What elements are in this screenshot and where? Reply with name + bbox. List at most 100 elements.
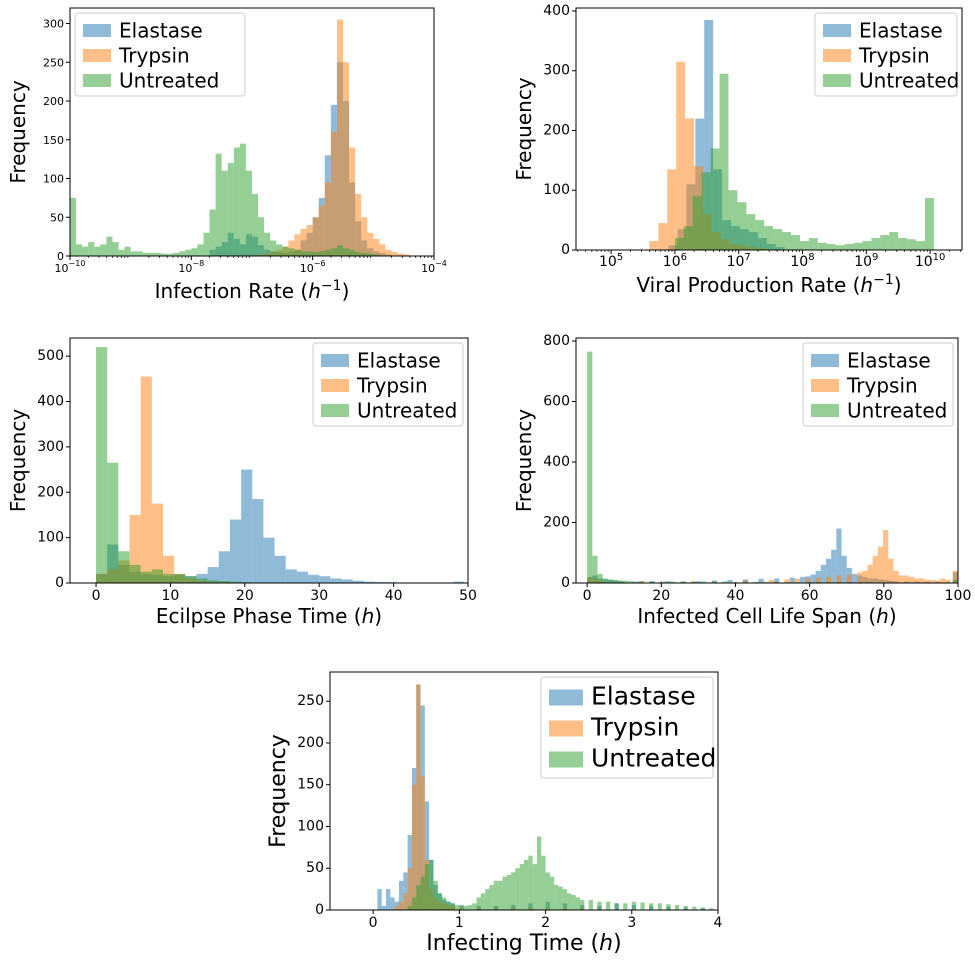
legend-label-untreated: Untreated xyxy=(119,69,219,93)
x-tick-label: 10−8 xyxy=(178,259,204,275)
bar-untreated xyxy=(808,238,818,250)
legend-swatch-untreated xyxy=(83,74,111,87)
bar-untreated xyxy=(587,351,593,583)
bar-untreated xyxy=(151,569,163,583)
bar-untreated xyxy=(506,874,512,910)
bar-trypsin xyxy=(877,546,884,583)
y-tick-label: 250 xyxy=(43,56,64,69)
bar-elastase xyxy=(704,19,714,250)
bar-trypsin xyxy=(416,684,421,910)
bar-untreated xyxy=(597,901,602,910)
bar-untreated xyxy=(524,859,529,910)
bar-trypsin xyxy=(883,530,889,583)
bar-untreated xyxy=(424,864,430,910)
x-tick-label: 20 xyxy=(652,588,670,604)
x-tick-label: 10−6 xyxy=(300,259,326,275)
bar-untreated xyxy=(692,196,702,250)
bar-elastase xyxy=(810,574,816,583)
x-axis-label: Infecting Time (h) xyxy=(426,931,621,956)
bar-untreated xyxy=(70,197,77,256)
legend-label-trypsin: Trypsin xyxy=(590,713,679,742)
bar-trypsin xyxy=(398,901,404,910)
bar-untreated xyxy=(817,242,827,250)
bar-untreated xyxy=(318,251,325,256)
bar-trypsin xyxy=(367,232,374,256)
legend-label-untreated: Untreated xyxy=(591,744,716,773)
series-untreated xyxy=(96,347,264,583)
bar-untreated xyxy=(336,245,343,256)
x-tick-label: 105 xyxy=(599,252,623,270)
x-tick-label: 4 xyxy=(714,915,723,931)
series-untreated xyxy=(674,73,934,250)
bar-untreated xyxy=(680,581,686,583)
bar-untreated xyxy=(649,581,655,583)
legend-label-untreated: Untreated xyxy=(859,69,959,93)
bar-trypsin xyxy=(355,194,362,256)
bar-elastase xyxy=(820,564,826,583)
bar-untreated xyxy=(670,581,676,583)
bar-untreated xyxy=(373,254,380,256)
bar-untreated xyxy=(96,347,108,583)
bar-elastase xyxy=(296,571,309,583)
bar-untreated xyxy=(270,240,277,256)
x-tick-label: 109 xyxy=(854,252,878,270)
bar-untreated xyxy=(674,904,680,910)
bar-trypsin xyxy=(836,575,842,583)
bar-untreated xyxy=(628,581,634,583)
bar-untreated xyxy=(502,876,507,910)
x-tick-label: 1010 xyxy=(915,252,946,270)
bar-trypsin xyxy=(649,241,659,250)
bar-untreated xyxy=(613,579,619,583)
bar-untreated xyxy=(773,229,783,250)
chart-infection-rate: 10−10 10−8 10−6 10−4050100150200250300Infec… xyxy=(6,7,447,303)
bar-trypsin xyxy=(805,578,811,583)
bar-elastase xyxy=(274,555,286,583)
x-tick-label: 10 xyxy=(162,588,180,604)
x-axis-label: Infected Cell Life Span (h) xyxy=(637,604,896,628)
x-axis-label: Infection Rate (h−1) xyxy=(155,278,350,303)
bar-trypsin xyxy=(867,564,873,583)
bar-untreated xyxy=(343,248,350,256)
bar-untreated xyxy=(742,581,749,583)
bar-untreated xyxy=(575,897,581,910)
bar-untreated xyxy=(437,893,443,910)
bar-trypsin xyxy=(903,575,910,583)
bar-elastase xyxy=(727,579,733,583)
y-tick-label: 200 xyxy=(543,515,570,531)
x-tick-label: 1 xyxy=(455,915,464,931)
bar-elastase xyxy=(836,528,842,583)
legend-swatch-trypsin xyxy=(549,720,583,737)
y-tick-label: 800 xyxy=(543,333,570,349)
bar-untreated xyxy=(605,901,611,910)
y-axis-label: Frequency xyxy=(512,409,536,512)
bar-untreated xyxy=(541,855,546,910)
bar-untreated xyxy=(498,880,503,910)
bar-untreated xyxy=(282,246,289,256)
legend-label-elastase: Elastase xyxy=(847,349,931,373)
bar-untreated xyxy=(623,903,628,910)
bar-untreated xyxy=(545,872,550,910)
bar-untreated xyxy=(306,251,313,256)
bar-untreated xyxy=(907,239,917,250)
bar-elastase xyxy=(330,578,342,583)
bar-untreated xyxy=(185,249,192,256)
legend-label-trypsin: Trypsin xyxy=(118,44,190,68)
bar-untreated xyxy=(429,859,434,910)
y-tick-label: 0 xyxy=(55,575,64,591)
y-tick-label: 50 xyxy=(306,860,324,876)
bar-elastase xyxy=(319,576,331,583)
series-untreated xyxy=(70,143,380,256)
legend-label-elastase: Elastase xyxy=(859,19,943,43)
bars xyxy=(587,351,958,583)
bar-elastase xyxy=(800,576,806,583)
bar-trypsin xyxy=(909,576,915,583)
bar-trypsin xyxy=(336,19,343,256)
bars xyxy=(70,19,410,256)
bar-untreated xyxy=(549,876,555,910)
y-tick-label: 0 xyxy=(561,242,570,258)
bar-trypsin xyxy=(411,784,417,910)
bar-untreated xyxy=(433,880,438,910)
bar-untreated xyxy=(571,894,576,910)
